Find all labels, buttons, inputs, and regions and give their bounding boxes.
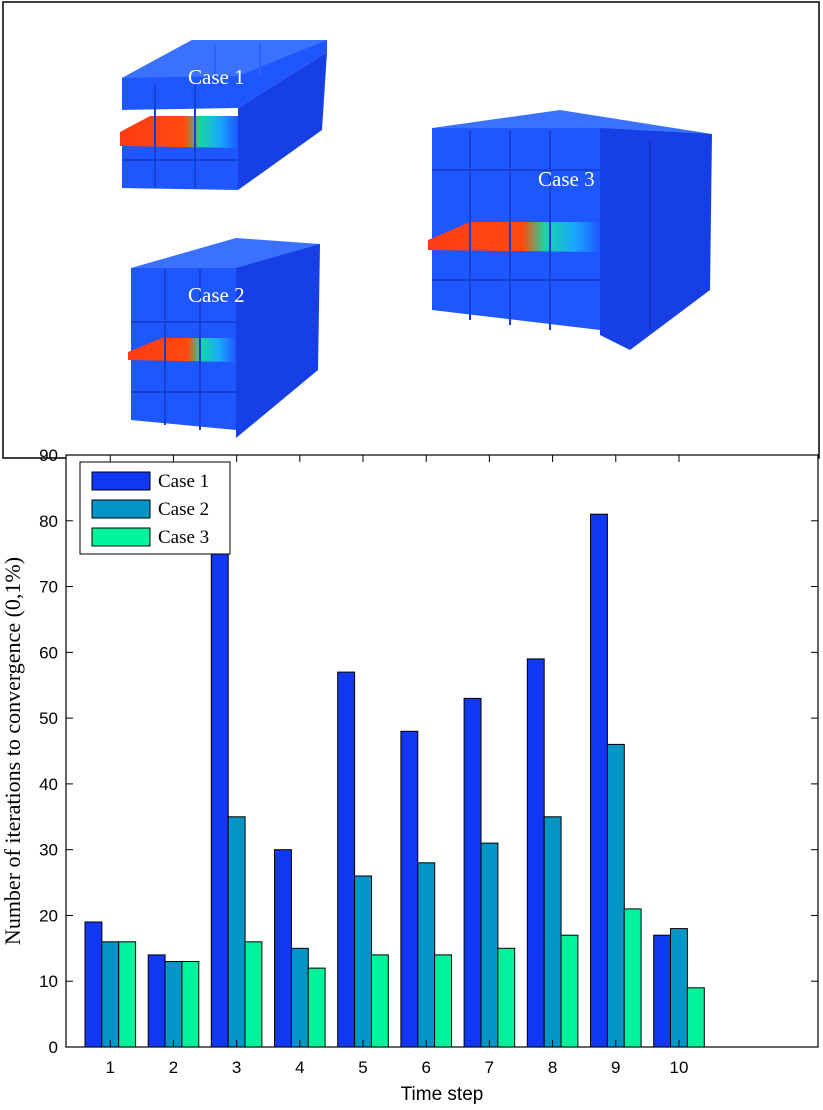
x-tick-label: 5 bbox=[358, 1058, 367, 1077]
bar-case-3-step-1 bbox=[118, 941, 137, 1048]
legend-label: Case 1 bbox=[158, 471, 209, 492]
y-tick-label: 40 bbox=[39, 775, 58, 794]
x-tick-label: 1 bbox=[106, 1058, 115, 1077]
case-3-block: Case 3 bbox=[428, 110, 712, 350]
y-tick-label: 20 bbox=[39, 906, 58, 925]
bar-case-2-step-4 bbox=[290, 947, 309, 1048]
bar-case-2-step-6 bbox=[417, 862, 436, 1048]
y-tick-label: 50 bbox=[39, 709, 58, 728]
bar-case-2-step-9 bbox=[606, 743, 625, 1048]
legend-label: Case 3 bbox=[158, 527, 209, 548]
x-tick-label: 3 bbox=[232, 1058, 241, 1077]
x-axis-label: Time step bbox=[401, 1084, 484, 1105]
case-1-block: Case 1 bbox=[120, 40, 327, 190]
y-tick-label: 30 bbox=[39, 841, 58, 860]
legend-swatch bbox=[91, 527, 151, 547]
bar-case-1-step-5 bbox=[337, 671, 356, 1048]
case-3-label: Case 3 bbox=[538, 167, 595, 191]
bar-case-1-step-6 bbox=[400, 730, 419, 1048]
x-tick-label: 8 bbox=[548, 1058, 557, 1077]
bar-case-2-step-7 bbox=[480, 842, 499, 1048]
x-tick-label: 2 bbox=[169, 1058, 178, 1077]
bar-case-3-step-3 bbox=[244, 941, 263, 1048]
x-tick-label: 4 bbox=[295, 1058, 304, 1077]
y-tick-label: 90 bbox=[39, 446, 58, 465]
y-tick-label: 80 bbox=[39, 512, 58, 531]
case-2-label: Case 2 bbox=[188, 283, 245, 307]
bar-case-2-step-8 bbox=[543, 816, 562, 1048]
x-axis-ticks: 1 2 3 4 5 6 7 8 9 10 bbox=[106, 455, 689, 1077]
bar-case-2-step-10 bbox=[670, 928, 688, 1048]
y-axis-ticks: 0 10 20 30 40 50 60 70 80 90 bbox=[39, 446, 818, 1057]
bar-case-2-step-3 bbox=[227, 816, 246, 1048]
y-tick-label: 60 bbox=[39, 643, 58, 662]
case-2-block: Case 2 bbox=[128, 238, 320, 438]
bar-case-3-step-8 bbox=[560, 934, 579, 1048]
legend-label: Case 2 bbox=[158, 499, 209, 520]
bar-case-2-step-2 bbox=[164, 961, 183, 1048]
x-tick-label: 9 bbox=[611, 1058, 620, 1077]
bar-case-3-step-2 bbox=[181, 961, 200, 1048]
x-tick-label: 10 bbox=[670, 1058, 689, 1077]
bar-case-1-step-9 bbox=[590, 513, 608, 1048]
y-tick-label: 70 bbox=[39, 578, 58, 597]
bar-case-2-step-1 bbox=[101, 941, 120, 1048]
legend-swatch bbox=[91, 471, 151, 491]
bar-case-1-step-1 bbox=[84, 921, 103, 1048]
y-tick-label: 10 bbox=[39, 972, 58, 991]
bars bbox=[84, 513, 705, 1048]
bar-case-1-step-7 bbox=[463, 697, 482, 1048]
bar-case-3-step-5 bbox=[370, 954, 389, 1048]
bar-case-1-step-2 bbox=[147, 954, 166, 1048]
bar-case-1-step-3 bbox=[210, 553, 229, 1048]
bar-case-3-step-4 bbox=[307, 967, 326, 1048]
bar-case-1-step-4 bbox=[274, 849, 292, 1048]
legend-swatch bbox=[91, 499, 151, 519]
bar-case-1-step-8 bbox=[526, 658, 545, 1048]
bar-case-3-step-9 bbox=[623, 908, 642, 1048]
bar-case-3-step-10 bbox=[686, 987, 705, 1048]
bar-case-3-step-7 bbox=[497, 947, 516, 1048]
case-1-label: Case 1 bbox=[188, 65, 245, 89]
y-tick-label: 0 bbox=[49, 1038, 58, 1057]
bar-case-1-step-10 bbox=[653, 934, 672, 1048]
x-tick-label: 6 bbox=[421, 1058, 430, 1077]
bar-case-3-step-6 bbox=[434, 954, 453, 1048]
legend: Case 1 Case 2 Case 3 bbox=[79, 461, 231, 555]
y-axis-label: Number of iterations to convergence (0,1… bbox=[0, 557, 25, 945]
x-tick-label: 7 bbox=[485, 1058, 494, 1077]
bar-case-2-step-5 bbox=[354, 875, 373, 1048]
